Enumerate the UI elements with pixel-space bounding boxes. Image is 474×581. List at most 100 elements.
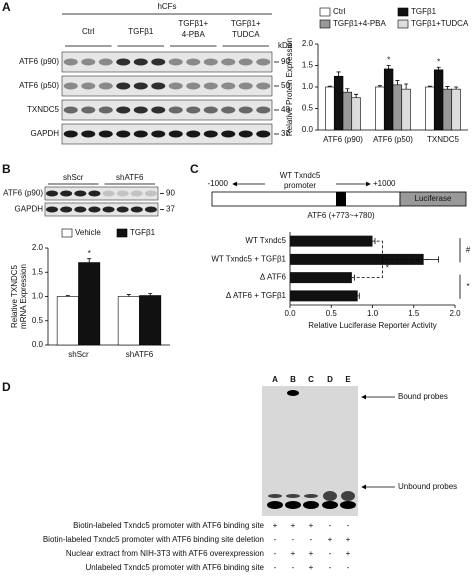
kda-value: 50 bbox=[281, 81, 290, 90]
y-tick-label: 0.5 bbox=[302, 104, 314, 113]
blot-band bbox=[203, 58, 218, 66]
error-bar bbox=[345, 88, 350, 93]
blot-band bbox=[60, 190, 73, 197]
y-tick-label: 1.0 bbox=[32, 292, 44, 301]
blot-band bbox=[74, 190, 87, 197]
blot-strip bbox=[61, 75, 273, 97]
group-label: 4-PBA bbox=[182, 30, 206, 39]
y-tick-label: 2.0 bbox=[302, 39, 314, 48]
gel-band bbox=[304, 494, 318, 498]
sign: - bbox=[329, 549, 332, 558]
gel-band bbox=[287, 390, 299, 396]
bound-label: Bound probes bbox=[398, 392, 448, 401]
sign: + bbox=[273, 521, 278, 530]
blot-band bbox=[168, 106, 183, 114]
bar bbox=[392, 84, 403, 131]
gel-band bbox=[323, 491, 337, 501]
sign: + bbox=[309, 521, 314, 530]
significance: * bbox=[437, 57, 440, 66]
atf6-site bbox=[336, 192, 346, 206]
blot-band bbox=[256, 58, 271, 66]
bar bbox=[401, 88, 411, 131]
row-label: Biotin-labeled Txndc5 promoter with ATF6… bbox=[43, 535, 264, 544]
blot-band bbox=[133, 82, 148, 90]
error-bar bbox=[354, 93, 359, 98]
y-tick-label: 0.0 bbox=[302, 125, 314, 134]
x-tick-label: 0.0 bbox=[284, 309, 296, 318]
error-bar bbox=[395, 80, 400, 85]
legend-swatch bbox=[116, 228, 128, 238]
group-label: TGFβ1 bbox=[128, 27, 154, 36]
blot-band bbox=[133, 130, 148, 138]
y-axis-label: Relative Protein Expression bbox=[285, 38, 294, 136]
panel-label: A bbox=[2, 0, 11, 14]
error-bar bbox=[357, 292, 360, 299]
sign: + bbox=[346, 535, 351, 544]
legend-label: TGFβ1 bbox=[130, 228, 156, 237]
group-label: TGFβ1+ bbox=[178, 19, 208, 28]
bar bbox=[117, 296, 140, 346]
bar bbox=[290, 290, 358, 302]
row-label: Biotin-labeled Txndc5 promoter with ATF6… bbox=[73, 521, 264, 530]
gel-band bbox=[341, 491, 355, 501]
blot-strip bbox=[61, 123, 273, 145]
y-axis-label: mRNA Expression bbox=[19, 264, 28, 329]
error-bar bbox=[87, 258, 92, 263]
legend-label: Vehicle bbox=[75, 228, 101, 237]
kda-value: 37 bbox=[281, 129, 290, 138]
blot-band bbox=[81, 82, 96, 90]
blot-band bbox=[168, 82, 183, 90]
unbound-label: Unbound probes bbox=[398, 482, 457, 491]
sign: - bbox=[292, 535, 295, 544]
sign: + bbox=[328, 535, 333, 544]
promoter-box bbox=[211, 191, 401, 207]
lane-label: E bbox=[345, 375, 351, 384]
lane-label: A bbox=[272, 375, 278, 384]
blot-band bbox=[116, 106, 131, 114]
blot-strip bbox=[44, 186, 159, 201]
error-bar bbox=[377, 85, 382, 87]
bar bbox=[325, 86, 335, 131]
blot-band bbox=[186, 130, 201, 138]
legend-swatch bbox=[397, 7, 409, 17]
bar bbox=[375, 86, 385, 131]
bar bbox=[290, 235, 373, 247]
sign: + bbox=[291, 521, 296, 530]
group-label: Ctrl bbox=[82, 27, 95, 36]
sign: + bbox=[309, 563, 314, 572]
y-tick-label: 1.0 bbox=[302, 82, 314, 91]
blot-band bbox=[256, 130, 271, 138]
right-position: +1000 bbox=[373, 179, 396, 188]
luciferase-box bbox=[399, 191, 467, 207]
bar bbox=[290, 253, 424, 265]
blot-band bbox=[168, 130, 183, 138]
blot-band bbox=[151, 130, 166, 138]
blot-band bbox=[102, 206, 115, 213]
y-tick-label: 1.5 bbox=[302, 61, 314, 70]
x-tick-label: 2.0 bbox=[449, 309, 461, 318]
blot-band bbox=[98, 82, 113, 90]
x-tick-label: shScr bbox=[68, 350, 89, 359]
blot-band bbox=[221, 58, 236, 66]
legend-label: Ctrl bbox=[333, 7, 346, 16]
blot-band bbox=[238, 130, 253, 138]
x-tick-label: shATF6 bbox=[126, 350, 154, 359]
y-tick-label: WT Txndc5 + TGFβ1 bbox=[211, 254, 286, 263]
lane-label: D bbox=[327, 375, 333, 384]
error-bar bbox=[445, 86, 450, 90]
cell-label: hCFs bbox=[157, 2, 176, 11]
legend-swatch bbox=[61, 228, 73, 238]
y-tick-label: 0.0 bbox=[32, 340, 44, 349]
error-bar bbox=[65, 295, 70, 297]
bar bbox=[333, 75, 344, 131]
bar bbox=[290, 272, 352, 284]
blot-band bbox=[168, 58, 183, 66]
error-bar bbox=[372, 238, 376, 245]
blot-strip bbox=[44, 202, 159, 217]
row-label: ATF6 (p90) bbox=[19, 57, 59, 66]
blot-band bbox=[186, 58, 201, 66]
kda-value: 48 bbox=[281, 105, 290, 114]
bracket bbox=[356, 240, 383, 279]
blot-band bbox=[221, 82, 236, 90]
